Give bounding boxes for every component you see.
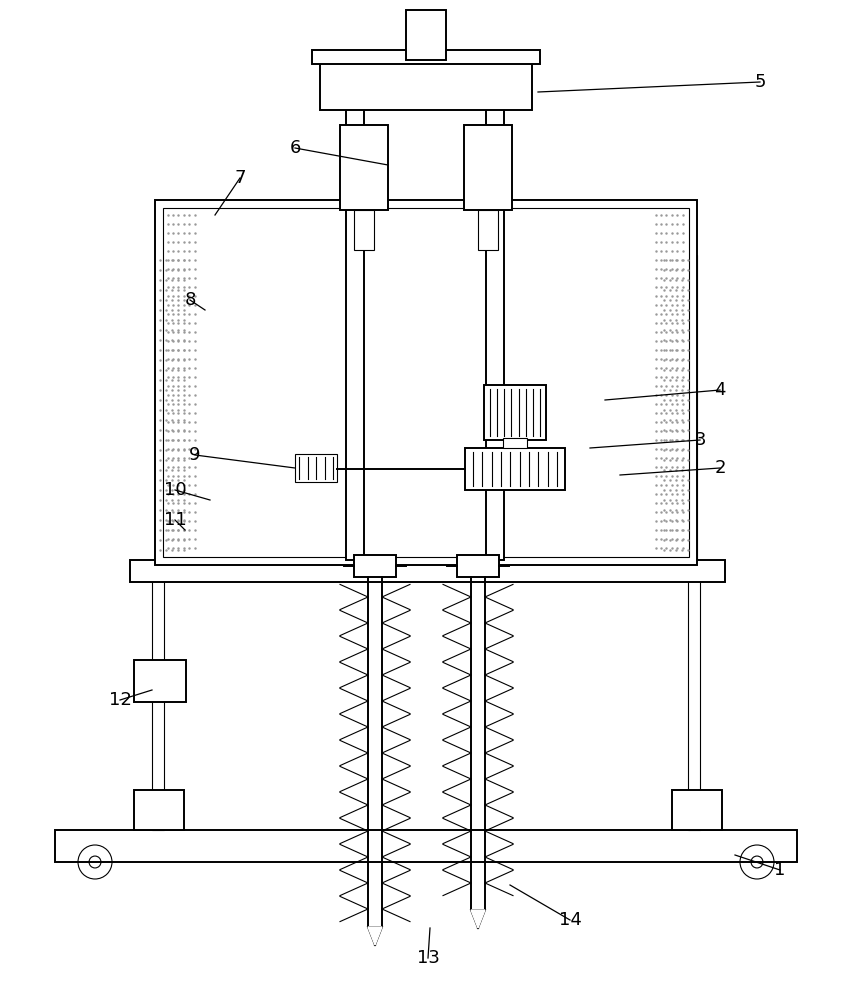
Text: 12: 12	[108, 691, 131, 709]
Bar	[406, 10, 446, 60]
Text: 6: 6	[290, 139, 301, 157]
Bar	[354, 210, 374, 250]
Bar	[134, 660, 186, 702]
Bar	[354, 555, 396, 577]
Text: 8: 8	[184, 291, 196, 309]
Bar	[152, 570, 164, 830]
Text: 9: 9	[189, 446, 201, 464]
Bar	[134, 790, 184, 830]
Text: 1: 1	[774, 861, 786, 879]
Bar	[659, 255, 697, 560]
Bar	[340, 125, 388, 210]
Text: 7: 7	[234, 169, 245, 187]
Text: 4: 4	[714, 381, 726, 399]
Bar	[130, 560, 725, 582]
Bar	[478, 210, 498, 250]
Bar	[155, 200, 697, 565]
Bar	[55, 830, 797, 862]
Bar	[465, 448, 565, 490]
Text: 11: 11	[164, 511, 187, 529]
Bar	[484, 385, 546, 440]
Bar	[486, 75, 504, 560]
Text: 5: 5	[754, 73, 766, 91]
Bar	[688, 570, 700, 830]
Text: 10: 10	[164, 481, 187, 499]
Bar	[464, 125, 512, 210]
Bar	[457, 555, 499, 577]
Bar	[312, 50, 540, 64]
Polygon shape	[368, 927, 382, 945]
Bar	[163, 208, 689, 557]
Bar	[503, 438, 527, 448]
Text: 13: 13	[417, 949, 440, 967]
Polygon shape	[471, 910, 485, 928]
Bar	[320, 60, 532, 110]
Text: 14: 14	[559, 911, 581, 929]
Bar	[346, 75, 364, 560]
Bar	[295, 454, 337, 482]
Bar	[155, 255, 193, 560]
Text: 3: 3	[694, 431, 705, 449]
Text: 2: 2	[714, 459, 726, 477]
Bar	[672, 790, 722, 830]
